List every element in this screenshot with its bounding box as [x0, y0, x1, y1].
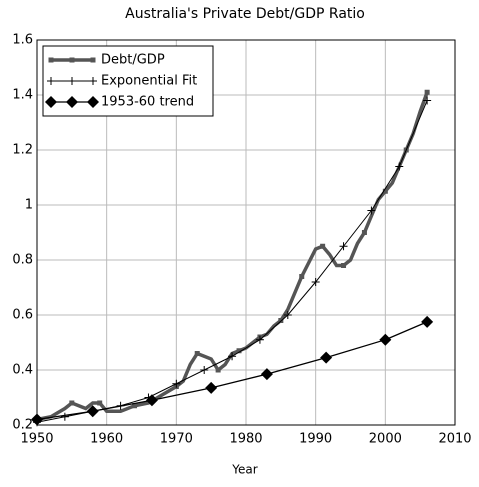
marker: [421, 315, 434, 328]
x-tick-label: 1990: [299, 432, 332, 447]
x-tick-label: 1960: [90, 432, 123, 447]
marker: [69, 400, 75, 406]
marker: [260, 368, 273, 381]
marker: [299, 274, 305, 279]
series-line: [36, 100, 428, 423]
y-tick-label: 0.6: [12, 308, 33, 323]
marker: [395, 162, 404, 171]
marker: [367, 206, 376, 215]
legend-marker: [90, 57, 96, 63]
plot-frame: [36, 39, 456, 426]
x-tick-label: 1980: [229, 432, 262, 447]
legend-marker: [87, 96, 99, 108]
marker: [172, 379, 181, 388]
marker: [311, 278, 320, 286]
legend-label: 1953-60 trend: [101, 95, 194, 110]
marker: [60, 412, 69, 421]
marker: [86, 405, 99, 418]
marker: [424, 89, 430, 95]
legend-marker: [48, 57, 54, 63]
marker: [339, 242, 348, 251]
legend-label: Exponential Fit: [101, 74, 197, 89]
legend-marker: [69, 57, 75, 63]
chart-title: Australia's Private Debt/GDP Ratio: [125, 6, 365, 22]
marker: [228, 352, 237, 361]
x-tick-label: 1970: [160, 432, 193, 447]
x-tick-label: 2010: [438, 432, 471, 447]
series-line: [36, 321, 428, 421]
marker: [132, 403, 138, 409]
legend-marker: [68, 77, 76, 85]
legend-marker: [45, 96, 57, 108]
marker: [379, 333, 392, 346]
marker: [97, 400, 103, 406]
legend-marker: [89, 77, 97, 85]
marker: [215, 367, 221, 373]
legend-marker: [47, 77, 55, 85]
y-tick-label: 1: [25, 198, 33, 213]
marker: [278, 318, 284, 323]
marker: [205, 381, 218, 394]
y-tick-label: 1.6: [12, 33, 33, 48]
marker: [382, 188, 388, 194]
y-tick-label: 0.8: [12, 253, 33, 268]
legend-marker: [66, 96, 78, 108]
legend: Debt/GDP Exponential Fit 1953-60 trend: [42, 45, 214, 117]
marker: [341, 263, 347, 268]
y-tick-label: 1.2: [12, 143, 33, 158]
legend-label: Debt/GDP: [101, 53, 165, 68]
marker: [145, 394, 158, 407]
marker: [236, 348, 242, 354]
marker: [320, 243, 326, 249]
marker: [255, 335, 264, 344]
y-tick-label: 0.2: [12, 418, 33, 433]
marker: [200, 366, 209, 374]
marker: [361, 230, 367, 235]
marker: [283, 311, 292, 319]
y-tick-label: 1.4: [12, 88, 33, 103]
marker: [31, 413, 43, 426]
marker: [194, 351, 200, 356]
marker: [423, 96, 432, 105]
y-tick-label: 0.4: [12, 363, 33, 378]
x-tick-label: 2000: [369, 432, 402, 447]
x-axis-label: Year: [231, 463, 257, 477]
marker: [320, 351, 333, 364]
x-tick-label: 1950: [20, 432, 53, 447]
